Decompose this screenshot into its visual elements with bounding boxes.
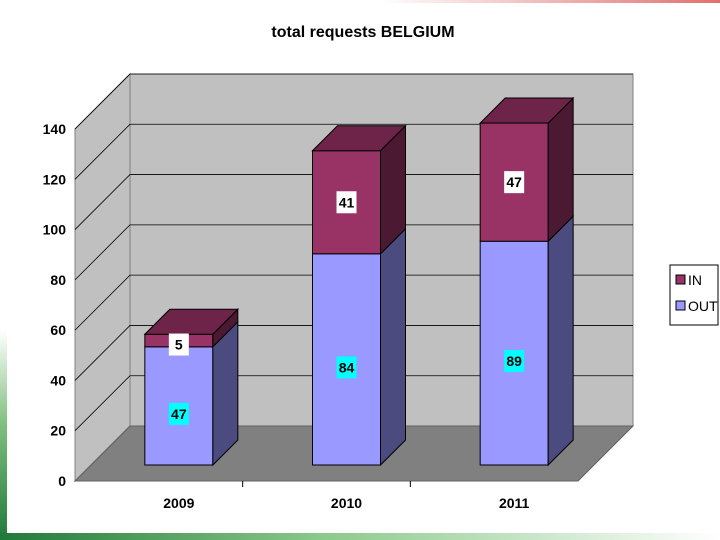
data-label-out-2010: 84 <box>339 359 355 375</box>
top-accent-stripe <box>380 0 720 3</box>
chart-title: total requests BELGIUM <box>271 24 454 41</box>
data-label-in-2010: 41 <box>339 194 355 210</box>
gridline <box>74 123 633 180</box>
gridline <box>74 375 633 431</box>
data-label-in-2009: 5 <box>175 337 183 353</box>
y-tick-label: 60 <box>50 322 66 338</box>
y-tick-label: 120 <box>43 171 67 187</box>
data-label-bg <box>168 402 189 425</box>
y-tick-label: 140 <box>43 121 67 137</box>
plot-area: 0 20 40 60 80 100 120 140 2009 2010 2011 47 5 84 41 89 4… <box>43 72 719 511</box>
gridline <box>74 224 633 281</box>
gridline <box>74 274 633 331</box>
side-wall <box>74 72 131 483</box>
y-tick-label: 100 <box>43 222 67 238</box>
data-label-bg <box>336 356 357 379</box>
x-tick-label: 2011 <box>499 495 530 511</box>
left-accent-stripe <box>0 330 7 540</box>
legend-swatch-in <box>675 274 686 285</box>
x-tick-label: 2010 <box>331 495 362 511</box>
gridline <box>74 174 633 230</box>
bar-side-out-2010 <box>380 227 406 467</box>
bar-top-2009 <box>143 308 240 335</box>
legend-swatch-out <box>675 300 686 311</box>
data-label-in-2011: 47 <box>506 174 522 190</box>
legend-label-out: OUT <box>688 298 718 314</box>
data-label-bg <box>504 350 525 373</box>
y-tick-label: 80 <box>50 272 66 288</box>
y-tick-label: 20 <box>50 423 66 439</box>
bar-side-out-2011 <box>547 215 574 467</box>
bar-top-2010 <box>311 125 407 152</box>
data-label-out-2011: 89 <box>506 353 522 369</box>
data-label-out-2009: 47 <box>171 406 187 422</box>
y-tick-label: 0 <box>58 473 66 489</box>
legend-label-in: IN <box>688 272 702 288</box>
data-label-bg <box>168 333 189 356</box>
bar-top-2011 <box>478 97 575 124</box>
gridline <box>74 325 633 381</box>
bottom-accent-stripe <box>0 533 720 540</box>
gridline <box>74 73 633 130</box>
x-tick-label: 2009 <box>163 495 194 511</box>
data-label-bg <box>336 191 357 214</box>
y-tick-label: 40 <box>50 372 66 388</box>
data-label-bg <box>504 171 525 194</box>
